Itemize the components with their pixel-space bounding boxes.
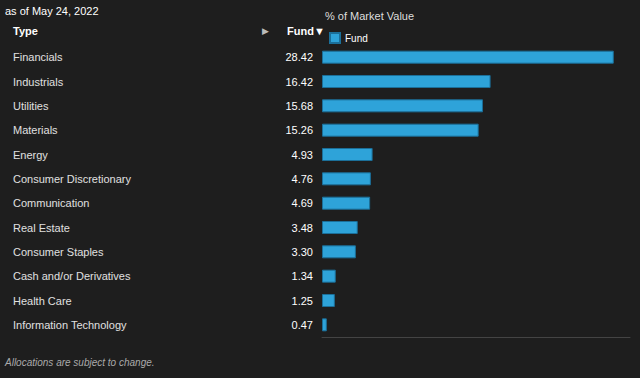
svg-text:1.25: 1.25 bbox=[292, 295, 313, 307]
svg-text:Allocations are subject to cha: Allocations are subject to change. bbox=[4, 357, 155, 368]
svg-text:Utilities: Utilities bbox=[13, 100, 49, 112]
svg-text:Health Care: Health Care bbox=[13, 295, 72, 307]
svg-text:Consumer Staples: Consumer Staples bbox=[13, 246, 104, 258]
svg-text:4.93: 4.93 bbox=[292, 149, 313, 161]
svg-text:% of Market Value: % of Market Value bbox=[325, 10, 414, 22]
svg-text:▶: ▶ bbox=[262, 26, 269, 36]
svg-text:3.48: 3.48 bbox=[292, 222, 313, 234]
svg-text:Information Technology: Information Technology bbox=[13, 319, 127, 331]
svg-text:Communication: Communication bbox=[13, 197, 89, 209]
svg-text:1.34: 1.34 bbox=[292, 270, 313, 282]
svg-text:Real Estate: Real Estate bbox=[13, 222, 70, 234]
svg-text:15.26: 15.26 bbox=[285, 124, 313, 136]
svg-text:Fund▼: Fund▼ bbox=[287, 25, 325, 37]
svg-text:as of May 24, 2022: as of May 24, 2022 bbox=[5, 5, 99, 17]
svg-text:Type: Type bbox=[13, 25, 38, 37]
svg-text:Energy: Energy bbox=[13, 149, 48, 161]
svg-text:0.47: 0.47 bbox=[292, 319, 313, 331]
svg-text:Cash and/or Derivatives: Cash and/or Derivatives bbox=[13, 270, 131, 282]
svg-text:3.30: 3.30 bbox=[292, 246, 313, 258]
svg-text:Industrials: Industrials bbox=[13, 76, 64, 88]
svg-text:Financials: Financials bbox=[13, 51, 63, 63]
svg-text:4.76: 4.76 bbox=[292, 173, 313, 185]
svg-text:28.42: 28.42 bbox=[285, 51, 313, 63]
svg-text:Materials: Materials bbox=[13, 124, 58, 136]
svg-text:Fund: Fund bbox=[345, 33, 368, 44]
svg-text:16.42: 16.42 bbox=[285, 76, 313, 88]
svg-text:4.69: 4.69 bbox=[292, 197, 313, 209]
svg-text:15.68: 15.68 bbox=[285, 100, 313, 112]
svg-text:Consumer Discretionary: Consumer Discretionary bbox=[13, 173, 131, 185]
